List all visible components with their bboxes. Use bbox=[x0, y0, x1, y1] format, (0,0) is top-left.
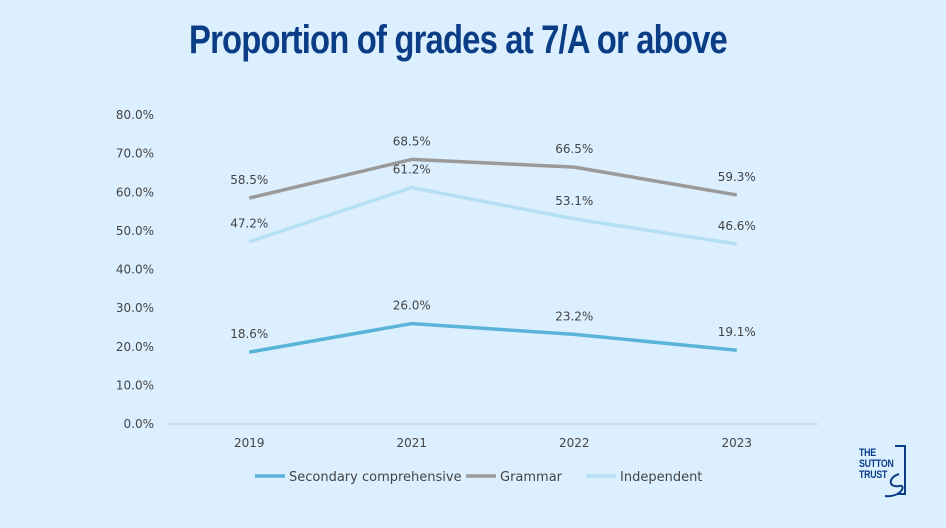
data-label: 61.2% bbox=[393, 163, 431, 177]
series-lines bbox=[248, 157, 738, 354]
y-axis-ticks: 0.0% 10.0% 20.0% 30.0% 40.0% 50.0% 60.0% 70.0% 8… bbox=[116, 108, 154, 431]
y-tick-label: 60.0% bbox=[116, 185, 154, 199]
data-label: 68.5% bbox=[393, 134, 431, 148]
data-label: 53.1% bbox=[555, 194, 593, 208]
data-label: 59.3% bbox=[718, 170, 756, 184]
y-tick-label: 0.0% bbox=[124, 417, 155, 431]
legend-label: Grammar bbox=[500, 470, 563, 485]
x-tick-label: 2021 bbox=[396, 436, 427, 450]
chart-title: Proportion of grades at 7/A or above bbox=[189, 18, 728, 62]
data-label: 47.2% bbox=[230, 217, 268, 231]
y-tick-label: 50.0% bbox=[116, 224, 154, 238]
data-label: 66.5% bbox=[555, 142, 593, 156]
logo-text-line: TRUST bbox=[859, 469, 888, 481]
data-label: 23.2% bbox=[555, 309, 593, 323]
sutton-trust-logo: THE SUTTON TRUST bbox=[857, 444, 909, 500]
logo-text-line: THE bbox=[859, 447, 876, 459]
legend: Secondary comprehensive Grammar Independen… bbox=[255, 470, 702, 485]
series-line bbox=[248, 185, 738, 246]
legend-label: Independent bbox=[620, 470, 702, 485]
data-label: 18.6% bbox=[230, 327, 268, 341]
logo-text-line: SUTTON bbox=[859, 458, 894, 470]
y-tick-label: 70.0% bbox=[116, 147, 154, 161]
legend-label: Secondary comprehensive bbox=[289, 470, 462, 485]
y-tick-label: 30.0% bbox=[116, 301, 154, 315]
series-line bbox=[248, 321, 737, 354]
data-label: 58.5% bbox=[230, 173, 268, 187]
y-tick-label: 20.0% bbox=[116, 340, 154, 354]
data-label: 46.6% bbox=[718, 219, 756, 233]
data-labels: 18.6% 26.0% 23.2% 19.1% 58.5% 68.5% 66.5% 59.3%… bbox=[230, 134, 756, 341]
x-tick-label: 2023 bbox=[721, 436, 752, 450]
series-line bbox=[248, 157, 738, 200]
y-tick-label: 40.0% bbox=[116, 263, 154, 277]
data-label: 19.1% bbox=[718, 325, 756, 339]
y-tick-label: 80.0% bbox=[116, 108, 154, 122]
data-label: 26.0% bbox=[393, 299, 431, 313]
x-tick-label: 2022 bbox=[559, 436, 590, 450]
x-tick-label: 2019 bbox=[234, 436, 265, 450]
y-tick-label: 10.0% bbox=[116, 378, 154, 392]
x-axis-ticks: 2019 2021 2022 2023 bbox=[234, 436, 752, 450]
